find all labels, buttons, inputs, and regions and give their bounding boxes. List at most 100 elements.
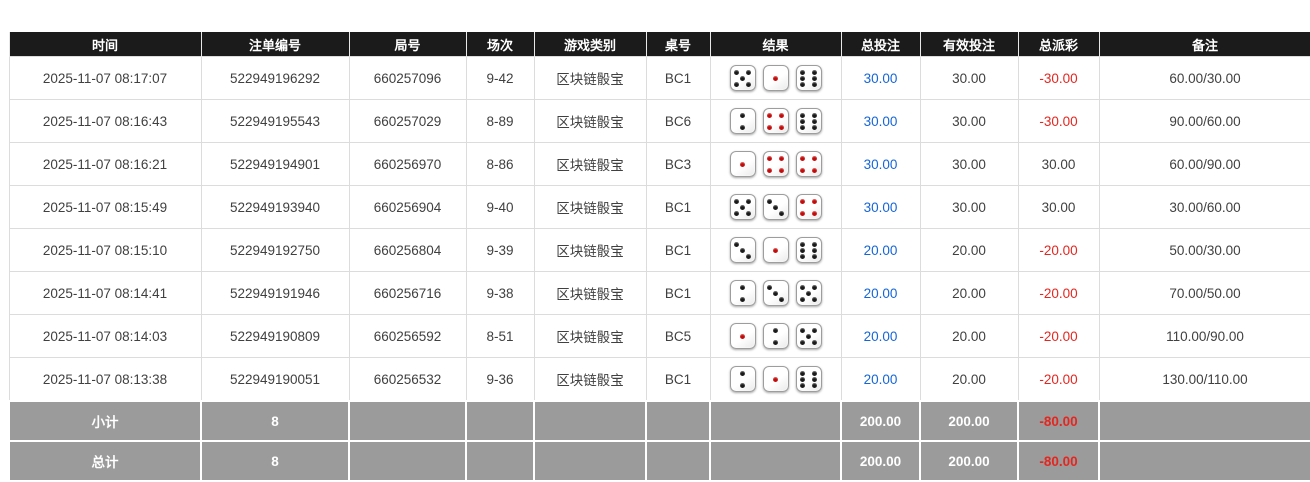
- dice-icon-5: [729, 194, 756, 220]
- dice-pip: [746, 297, 751, 302]
- dice-pip: [779, 296, 784, 302]
- cell-valid_bet: 20.00: [919, 314, 1019, 358]
- dice-pip: [746, 210, 751, 216]
- dice-icon-1: [762, 366, 789, 392]
- dice-icon-4: [762, 108, 789, 134]
- dice-pip: [779, 254, 784, 259]
- dice-icon-2: [762, 323, 789, 349]
- dice-pip: [767, 377, 772, 382]
- cell-total_bet: 20.00: [840, 228, 921, 272]
- summary-empty: [709, 400, 842, 442]
- dice-pip: [746, 253, 751, 259]
- dice-pip: [773, 82, 778, 87]
- summary-total-bet: 200.00: [840, 400, 921, 442]
- cell-total_payout: -30.00: [1017, 56, 1100, 100]
- dice-pip: [779, 70, 784, 75]
- dice-pip: [767, 291, 772, 296]
- dice-pip: [812, 284, 817, 290]
- dice-pip: [773, 339, 778, 345]
- cell-table_no: BC3: [645, 142, 711, 186]
- dice-pip: [734, 285, 739, 290]
- summary-remark: [1098, 400, 1310, 442]
- dice-pip: [767, 297, 772, 302]
- cell-time: 2025-11-07 08:16:21: [8, 142, 202, 186]
- summary-empty: [645, 400, 711, 442]
- cell-round_id: 660256804: [348, 228, 467, 272]
- dice-pip: [734, 210, 739, 216]
- cell-total_bet: 30.00: [840, 142, 921, 186]
- dice-pip: [806, 82, 811, 87]
- cell-session: 9-40: [465, 185, 535, 229]
- dice-pip: [779, 242, 784, 247]
- summary-total-payout: -80.00: [1017, 440, 1100, 482]
- dice-pip: [746, 168, 751, 173]
- dice-pip: [800, 155, 805, 161]
- dice-pip: [800, 118, 805, 124]
- cell-time: 2025-11-07 08:16:43: [8, 99, 202, 143]
- dice-icon-6: [795, 366, 822, 392]
- column-header-total_bet: 总投注: [840, 32, 921, 57]
- cell-session: 9-42: [465, 56, 535, 100]
- dice-result: [711, 366, 841, 392]
- dice-pip: [767, 76, 772, 81]
- dice-pip: [746, 291, 751, 296]
- table-header-row: 时间 注单编号 局号 场次 游戏类别 桌号 结果 总投注 有效投注 总派彩 备注: [8, 32, 1310, 57]
- summary-empty: [348, 440, 467, 482]
- dice-pip: [767, 205, 772, 210]
- dice-icon-6: [795, 108, 822, 134]
- dice-pip: [779, 334, 784, 339]
- dice-pip: [800, 327, 805, 333]
- cell-remark: 60.00/90.00: [1098, 142, 1310, 186]
- dice-pip: [740, 156, 745, 161]
- table-row: 2025-11-07 08:15:10 522949192750 660256804…: [8, 228, 1310, 272]
- table-header: 时间 注单编号 局号 场次 游戏类别 桌号 结果 总投注 有效投注 总派彩 备注: [8, 32, 1310, 57]
- dice-pip: [779, 82, 784, 87]
- dice-pip: [734, 81, 739, 87]
- dice-pip: [734, 76, 739, 81]
- dice-pip: [806, 340, 811, 345]
- cell-total_bet: 30.00: [840, 56, 921, 100]
- dice-pip: [779, 199, 784, 204]
- dice-pip: [800, 296, 805, 302]
- dice-pip: [740, 328, 745, 333]
- dice-pip: [746, 371, 751, 376]
- dice-pip: [767, 162, 772, 167]
- dice-pip: [812, 210, 817, 216]
- dice-pip: [734, 297, 739, 302]
- dice-pip: [767, 211, 772, 216]
- dice-pip: [740, 333, 745, 339]
- summary-label: 总计: [8, 440, 202, 482]
- cell-remark: 70.00/50.00: [1098, 271, 1310, 315]
- dice-pip: [800, 382, 805, 388]
- dice-pip: [734, 340, 739, 345]
- dice-pip: [779, 112, 784, 118]
- dice-pip: [812, 296, 817, 302]
- cell-result: [709, 56, 842, 100]
- dice-icon-3: [762, 280, 789, 306]
- dice-pip: [773, 242, 778, 247]
- dice-icon-1: [729, 323, 756, 349]
- summary-empty: [465, 400, 535, 442]
- column-header-bet_id: 注单编号: [200, 32, 350, 57]
- cell-round_id: 660257096: [348, 56, 467, 100]
- dice-pip: [746, 156, 751, 161]
- cell-time: 2025-11-07 08:14:03: [8, 314, 202, 358]
- cell-session: 8-89: [465, 99, 535, 143]
- cell-game_type: 区块链骰宝: [533, 271, 647, 315]
- cell-total_bet: 20.00: [840, 271, 921, 315]
- dice-pip: [806, 162, 811, 167]
- cell-round_id: 660256716: [348, 271, 467, 315]
- dice-pip: [779, 248, 784, 253]
- dice-pip: [806, 199, 811, 204]
- dice-pip: [740, 112, 745, 118]
- bet-records-table: 时间 注单编号 局号 场次 游戏类别 桌号 结果 总投注 有效投注 总派彩 备注 2025-11-0…: [8, 32, 1310, 482]
- dice-pip: [734, 125, 739, 130]
- summary-valid-bet: 200.00: [919, 440, 1019, 482]
- dice-pip: [746, 334, 751, 339]
- dice-pip: [734, 162, 739, 167]
- summary-empty: [709, 440, 842, 482]
- summary-empty: [348, 400, 467, 442]
- dice-pip: [746, 198, 751, 204]
- cell-result: [709, 314, 842, 358]
- dice-pip: [773, 297, 778, 302]
